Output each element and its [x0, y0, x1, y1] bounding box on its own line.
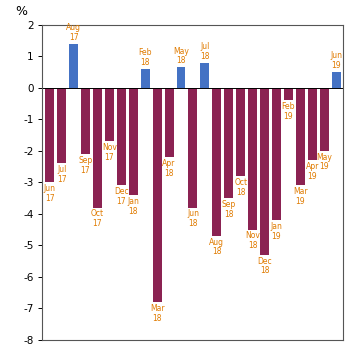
Text: Oct
17: Oct 17: [91, 210, 104, 228]
Text: Apr
18: Apr 18: [162, 159, 176, 178]
Text: May
19: May 19: [316, 153, 332, 171]
Bar: [296, 88, 305, 185]
Text: %: %: [16, 5, 27, 18]
Bar: [200, 63, 209, 88]
Bar: [69, 44, 78, 88]
Bar: [93, 88, 102, 207]
Text: Nov
17: Nov 17: [102, 143, 117, 162]
Text: Jun
18: Jun 18: [187, 210, 199, 228]
Text: Feb
18: Feb 18: [138, 48, 152, 67]
Bar: [320, 88, 329, 151]
Bar: [188, 88, 198, 207]
Bar: [212, 88, 221, 236]
Text: Oct
18: Oct 18: [234, 178, 247, 196]
Bar: [308, 88, 317, 160]
Bar: [224, 88, 233, 198]
Text: May
18: May 18: [173, 47, 189, 65]
Bar: [236, 88, 245, 176]
Text: Dec
17: Dec 17: [114, 187, 129, 206]
Text: Jun
19: Jun 19: [330, 51, 342, 70]
Text: Nov
18: Nov 18: [245, 232, 260, 250]
Bar: [129, 88, 138, 195]
Bar: [81, 88, 90, 154]
Bar: [57, 88, 66, 164]
Bar: [332, 72, 341, 88]
Text: Jan
19: Jan 19: [270, 222, 282, 241]
Text: Aug
17: Aug 17: [66, 23, 81, 42]
Bar: [272, 88, 281, 220]
Text: Mar
19: Mar 19: [293, 187, 308, 206]
Bar: [284, 88, 293, 101]
Text: Jun
17: Jun 17: [44, 184, 56, 203]
Text: Jan
18: Jan 18: [127, 197, 139, 216]
Bar: [45, 88, 54, 182]
Text: Sep
18: Sep 18: [222, 200, 236, 219]
Text: Mar
18: Mar 18: [150, 304, 164, 322]
Bar: [177, 67, 185, 88]
Bar: [248, 88, 257, 229]
Bar: [141, 69, 150, 88]
Bar: [153, 88, 161, 302]
Text: Aug
18: Aug 18: [209, 238, 224, 256]
Bar: [260, 88, 269, 255]
Bar: [117, 88, 126, 185]
Text: Apr
19: Apr 19: [306, 162, 319, 181]
Bar: [105, 88, 114, 141]
Bar: [165, 88, 173, 157]
Text: Jul
18: Jul 18: [200, 42, 210, 61]
Text: Dec
18: Dec 18: [257, 257, 272, 275]
Text: Feb
19: Feb 19: [282, 102, 295, 121]
Text: Sep
17: Sep 17: [78, 156, 93, 175]
Text: Jul
17: Jul 17: [57, 165, 67, 184]
